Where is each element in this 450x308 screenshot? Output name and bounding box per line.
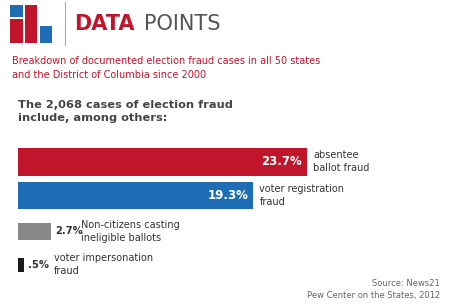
Bar (18, 223, 51, 240)
Text: Non-citizens casting
ineligible ballots: Non-citizens casting ineligible ballots (81, 220, 180, 243)
Text: 2.7%: 2.7% (55, 226, 83, 236)
Bar (18, 258, 24, 272)
Text: Breakdown of documented election fraud cases in all 50 states
and the District o: Breakdown of documented election fraud c… (12, 56, 320, 80)
Bar (25, 5, 37, 43)
Text: 23.7%: 23.7% (261, 155, 302, 168)
Bar (18, 148, 307, 176)
Text: POINTS: POINTS (144, 14, 220, 34)
Bar (18, 182, 253, 209)
Bar (40, 26, 52, 43)
Text: DATA: DATA (74, 14, 135, 34)
Text: voter registration
fraud: voter registration fraud (260, 184, 344, 207)
Bar (10, 19, 22, 43)
Text: The 2,068 cases of election fraud
include, among others:: The 2,068 cases of election fraud includ… (18, 100, 233, 123)
Text: Source: News21
Pew Center on the States, 2012: Source: News21 Pew Center on the States,… (307, 279, 440, 300)
Text: .5%: .5% (28, 260, 49, 270)
Text: 19.3%: 19.3% (207, 189, 248, 202)
Bar (10, 5, 22, 17)
Text: absentee
ballot fraud: absentee ballot fraud (313, 150, 369, 173)
Text: voter impersonation
fraud: voter impersonation fraud (54, 253, 153, 276)
